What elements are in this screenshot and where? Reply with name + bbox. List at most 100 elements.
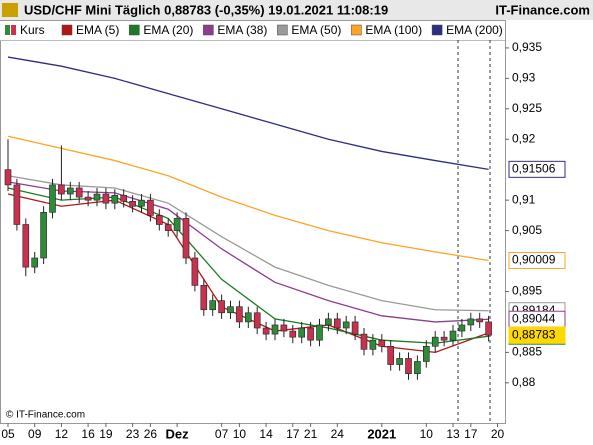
y-tick-label: 0,92 [512,131,536,145]
candle-body [102,193,110,204]
x-tick-label: 09 [28,427,42,441]
candle-body [138,199,145,207]
x-tick-label: 20 [491,427,505,441]
legend-swatch [5,25,10,35]
candle-body [405,358,412,374]
candle-body [351,321,359,335]
candle-body [200,285,208,311]
y-tick-label: 0,91 [512,192,536,206]
candle-body [75,187,83,198]
legend-label: EMA (5) [76,23,119,37]
ema-line [7,56,489,170]
x-tick-label: Dez [166,426,190,441]
candle-body [236,306,243,323]
candle-body [209,300,216,311]
plot-frame [0,20,506,424]
ema-line [7,175,489,312]
x-tick-label: 10 [420,427,434,441]
candle-body [49,184,56,213]
x-tick-label: 16 [81,427,95,441]
y-tick-label: 0,905 [512,223,542,237]
candle-body [156,215,163,225]
title-bar [0,0,593,20]
candle-body [253,312,261,329]
y-tick-label: 0,895 [512,284,542,298]
candle-body [449,330,457,341]
candle-body [111,194,119,204]
candle-body [458,324,466,332]
candle-body [298,327,306,338]
y-tick-label: 0,885 [512,345,542,359]
candle-body [120,194,127,202]
x-tick-label: 07 [215,427,229,441]
candle-body [431,336,439,347]
legend-swatch [11,25,16,35]
last-value-label: 0,90009 [512,253,556,267]
legend-label: Kurs [20,23,45,37]
candle-body [325,318,332,326]
legend-swatch [277,24,288,36]
candle-body [227,306,234,314]
x-tick-label: 23 [126,427,140,441]
candle-body [58,184,65,195]
candle-body [476,318,484,323]
candle-body [182,218,190,259]
y-tick-label: 0,935 [512,40,542,54]
candle-body [485,321,492,336]
y-tick-label: 0,88 [512,375,536,389]
legend-swatch [61,24,73,36]
candle-body [93,193,101,201]
ema-line [7,135,489,262]
source: IT-Finance.com [495,2,590,17]
candle-body [387,345,395,365]
legend-swatch [129,24,140,36]
legend-label: EMA (20) [143,23,193,37]
legend-bg [0,21,505,40]
x-tick-label: 17 [286,427,300,441]
legend-label: EMA (38) [217,23,267,37]
last-value-box [508,326,566,344]
x-tick-label: 21 [304,427,318,441]
candle-body [245,312,252,323]
candle-body [147,199,154,216]
candle-body [164,224,172,231]
candle-body [218,300,225,314]
candle-body [440,336,448,341]
legend-label: EMA (50) [291,23,341,37]
x-tick-label: 13 [446,427,460,441]
candle-body [271,324,279,335]
ema-line [7,193,489,354]
candle-body [173,218,181,231]
candle-body [84,196,92,201]
last-value-label: 0,88783 [512,327,556,341]
candle-body [13,184,21,225]
x-tick-label: 17 [464,427,478,441]
candle-body [40,212,47,259]
legend-swatch [351,24,362,36]
candle-body [467,318,475,326]
last-value-label: 0,89044 [512,311,556,325]
candle-body [262,327,270,335]
legend-label: EMA (200) [446,23,503,37]
candle-body [369,339,377,350]
candle-body [396,358,403,365]
last-value-box [508,251,566,269]
legend-swatch [431,24,443,36]
candle-body [342,321,350,329]
x-tick-label: 24 [331,427,345,441]
last-value-box [508,160,566,178]
candle-body [333,318,341,329]
legend-swatch [203,24,214,36]
y-tick-label: 0,93 [512,71,536,85]
candle-body [129,201,136,207]
candle-body [360,333,368,350]
candle-body [67,187,74,195]
logo [2,3,18,17]
candle-body [191,257,199,286]
candle-body [378,339,386,347]
legend: Kurs EMA (5) EMA (20) EMA (38) EMA (50) EMA (… [0,21,505,40]
candle-body [280,324,288,332]
legend-label: EMA (100) [365,23,422,37]
